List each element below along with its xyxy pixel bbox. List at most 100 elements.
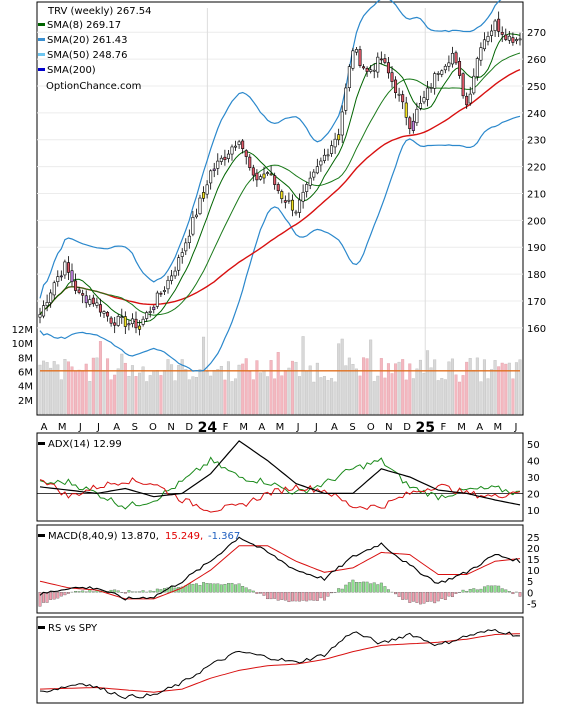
volume-tick-label: 8M [18, 353, 33, 364]
price-candle [244, 150, 248, 157]
volume-bar [212, 370, 216, 415]
macd-histogram-bar [219, 584, 223, 593]
volume-bar [461, 375, 465, 415]
price-tick-label: 270 [527, 28, 546, 39]
price-candle [365, 68, 369, 72]
volume-bar [415, 368, 419, 415]
volume-bar [301, 336, 305, 415]
price-candle [298, 199, 302, 213]
volume-bar [173, 380, 177, 415]
volume-bar [482, 359, 486, 415]
macd-histogram-bar [482, 586, 486, 593]
price-tick-label: 200 [527, 216, 546, 227]
price-candle [319, 160, 323, 166]
price-candle [205, 184, 209, 195]
volume-bar [486, 378, 490, 415]
macd-histogram-bar [312, 592, 316, 601]
volume-bar [312, 381, 316, 415]
volume-bar [454, 374, 458, 415]
x-axis-tick-label: A [113, 422, 120, 433]
price-candle [269, 173, 273, 176]
volume-bar [134, 376, 138, 415]
macd-histogram-bar [59, 592, 63, 597]
rs-panel-frame [36, 616, 524, 704]
macd-histogram-bar [465, 590, 469, 593]
price-tick-label: 190 [527, 243, 546, 254]
volume-bar [95, 357, 99, 415]
volume-bar [45, 362, 49, 415]
volume-bar [38, 364, 42, 415]
x-axis-tick-label: M [239, 422, 248, 433]
volume-bar [251, 379, 255, 415]
x-axis-tick-label: S [349, 422, 355, 433]
volume-bar [81, 370, 85, 415]
x-axis-tick-label: 24 [198, 420, 218, 436]
volume-bar [230, 381, 234, 415]
volume-bar [98, 341, 102, 415]
macd-tick-label: 0 [527, 588, 533, 599]
volume-bar [354, 368, 358, 415]
price-candle [344, 87, 348, 111]
x-axis-tick-label: A [258, 422, 265, 433]
macd-histogram-bar [379, 582, 383, 593]
price-candle [194, 214, 198, 218]
macd-histogram-bar [443, 592, 447, 600]
bollinger-lower-line [39, 115, 521, 372]
adx-tick-label: 10 [527, 506, 540, 517]
price-candle [106, 312, 110, 317]
macd-histogram-bar [113, 589, 117, 593]
macd-histogram-bar [408, 592, 412, 603]
price-candle [184, 242, 188, 252]
macd-tick-label: 10 [527, 566, 540, 577]
volume-tick-label: 4M [18, 382, 33, 393]
macd-histogram-bar [230, 582, 234, 593]
x-axis-tick-label: J [296, 422, 300, 433]
price-candle [433, 73, 437, 89]
macd-histogram-bar [344, 584, 348, 593]
volume-bar [194, 377, 198, 415]
volume-bar [319, 377, 323, 415]
price-candle [45, 302, 49, 307]
volume-bar [369, 339, 373, 415]
x-axis-tick-label: F [223, 422, 229, 433]
macd-tick-label: 20 [527, 544, 540, 555]
macd-histogram-bar [42, 592, 46, 603]
sma8-legend-label: SMA(8) 269.17 [47, 20, 121, 31]
macd-histogram-bar [116, 590, 120, 593]
price-candle [415, 108, 419, 124]
macd-histogram-bar [362, 581, 366, 593]
macd-histogram-bar [209, 583, 213, 593]
price-candle [255, 172, 259, 181]
macd-histogram-bar [429, 592, 433, 602]
volume-bar [340, 338, 344, 415]
x-axis-tick-label: J [514, 422, 518, 433]
rs-label-swatch [38, 626, 45, 629]
macd-histogram-bar [472, 588, 476, 593]
macd-histogram-bar [475, 589, 479, 593]
macd-histogram-bar [194, 583, 198, 593]
volume-bar [411, 378, 415, 415]
volume-bar [84, 363, 88, 415]
macd-histogram-bar [191, 583, 195, 593]
macd-histogram-bar [52, 592, 56, 600]
price-candle [226, 153, 230, 159]
sma8-line [39, 33, 521, 324]
price-candle [312, 171, 316, 178]
price-candle [187, 235, 191, 244]
volume-bar [305, 370, 309, 415]
price-candle [202, 192, 206, 199]
price-candle [70, 270, 74, 283]
plus-di-line [39, 456, 521, 510]
price-candle [465, 95, 469, 106]
macd-histogram-bar [337, 588, 341, 593]
macd-histogram-bar [198, 585, 202, 593]
volume-bar [74, 370, 78, 415]
price-candle [390, 72, 394, 82]
price-candle [518, 38, 522, 41]
macd-histogram-bar [241, 586, 245, 593]
price-candle [42, 305, 46, 317]
macd-label: MACD(8,40,9) 13.870, 15.249, -1.367 [38, 531, 240, 542]
price-legend: TRV (weekly) 267.54 SMA(8) 269.17 SMA(20… [38, 6, 151, 92]
price-candle [116, 316, 120, 326]
volume-bar [244, 358, 248, 415]
